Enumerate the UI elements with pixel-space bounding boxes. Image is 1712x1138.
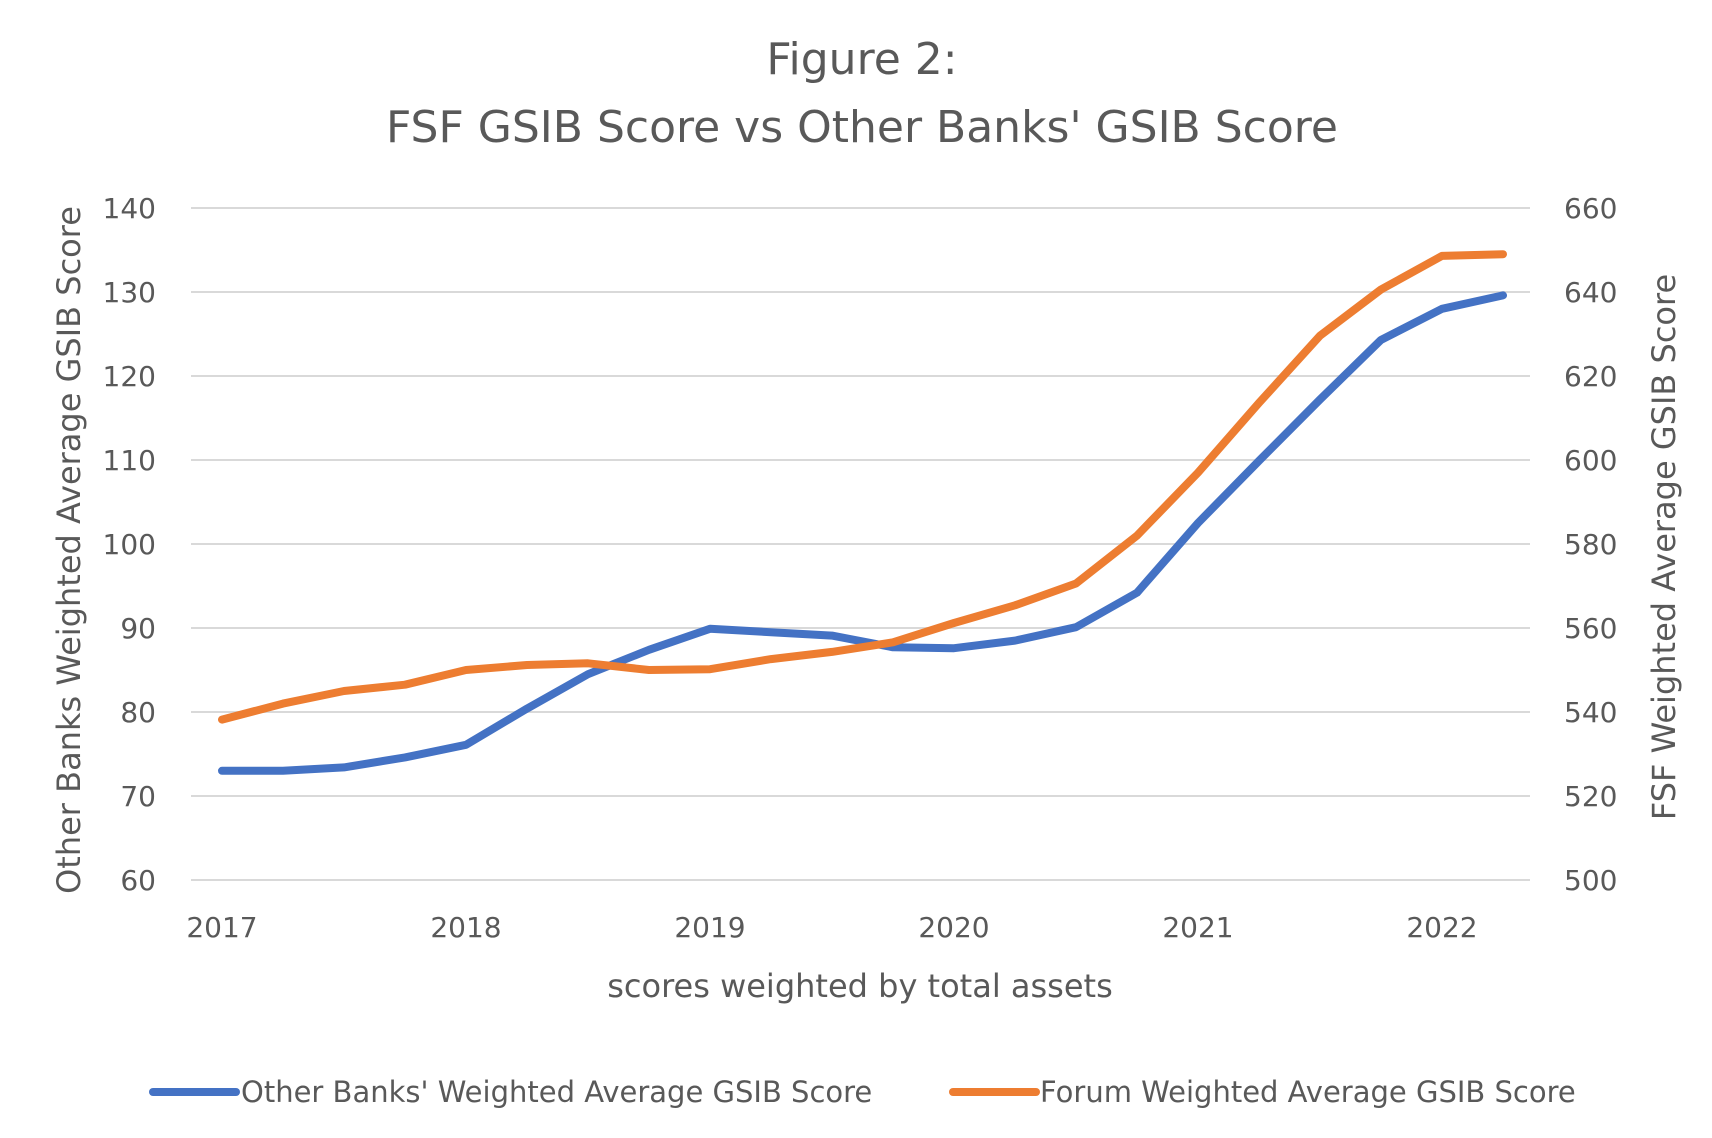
left-tick-label-130: 130	[103, 276, 156, 309]
chart-title-line1: Figure 2:	[766, 34, 957, 85]
right-tick-label-620: 620	[1564, 360, 1617, 393]
right-tick-label-600: 600	[1564, 444, 1617, 477]
x-tick-label-2022: 2022	[1406, 911, 1477, 944]
x-tick-label-2017: 2017	[186, 911, 257, 944]
legend: Other Banks' Weighted Average GSIB Score…	[149, 1075, 1576, 1109]
left-tick-label-90: 90	[120, 612, 156, 645]
right-tick-label-660: 660	[1564, 192, 1617, 225]
right-tick-label-560: 560	[1564, 612, 1617, 645]
left-tick-label-140: 140	[103, 192, 156, 225]
x-tick-label-2019: 2019	[674, 911, 745, 944]
x-tick-label-2020: 2020	[918, 911, 989, 944]
left-tick-label-110: 110	[103, 444, 156, 477]
series-line-forum	[218, 250, 1507, 724]
legend-item-other-banks: Other Banks' Weighted Average GSIB Score	[149, 1075, 872, 1109]
legend-label-other-banks: Other Banks' Weighted Average GSIB Score	[241, 1075, 872, 1109]
legend-item-forum: Forum Weighted Average GSIB Score	[949, 1075, 1576, 1109]
series-line-other-banks	[218, 291, 1507, 775]
series-lines	[218, 250, 1507, 775]
chart-title-line2: FSF GSIB Score vs Other Banks' GSIB Scor…	[386, 102, 1338, 153]
x-tick-label-2018: 2018	[430, 911, 501, 944]
left-tick-label-100: 100	[103, 528, 156, 561]
x-axis-ticks: 2017 2018 2019 2020 2021 2022	[186, 911, 1477, 944]
left-axis-title: Other Banks Weighted Average GSIB Score	[50, 206, 88, 894]
right-tick-label-640: 640	[1564, 276, 1617, 309]
right-tick-label-580: 580	[1564, 528, 1617, 561]
right-axis-title: FSF Weighted Average GSIB Score	[1645, 274, 1683, 820]
gridlines	[191, 207, 1530, 881]
x-axis-title: scores weighted by total assets	[607, 967, 1113, 1005]
right-tick-label-500: 500	[1564, 864, 1617, 897]
legend-label-forum: Forum Weighted Average GSIB Score	[1040, 1075, 1576, 1109]
left-tick-label-60: 60	[120, 864, 156, 897]
left-tick-label-120: 120	[103, 360, 156, 393]
right-tick-label-540: 540	[1564, 696, 1617, 729]
left-tick-label-70: 70	[120, 780, 156, 813]
left-tick-label-80: 80	[120, 696, 156, 729]
right-axis-ticks: 500 520 540 560 580 600 620 640 660	[1564, 192, 1617, 897]
right-tick-label-520: 520	[1564, 780, 1617, 813]
left-axis-ticks: 60 70 80 90 100 110 120 130 140	[103, 192, 156, 897]
x-tick-label-2021: 2021	[1162, 911, 1233, 944]
